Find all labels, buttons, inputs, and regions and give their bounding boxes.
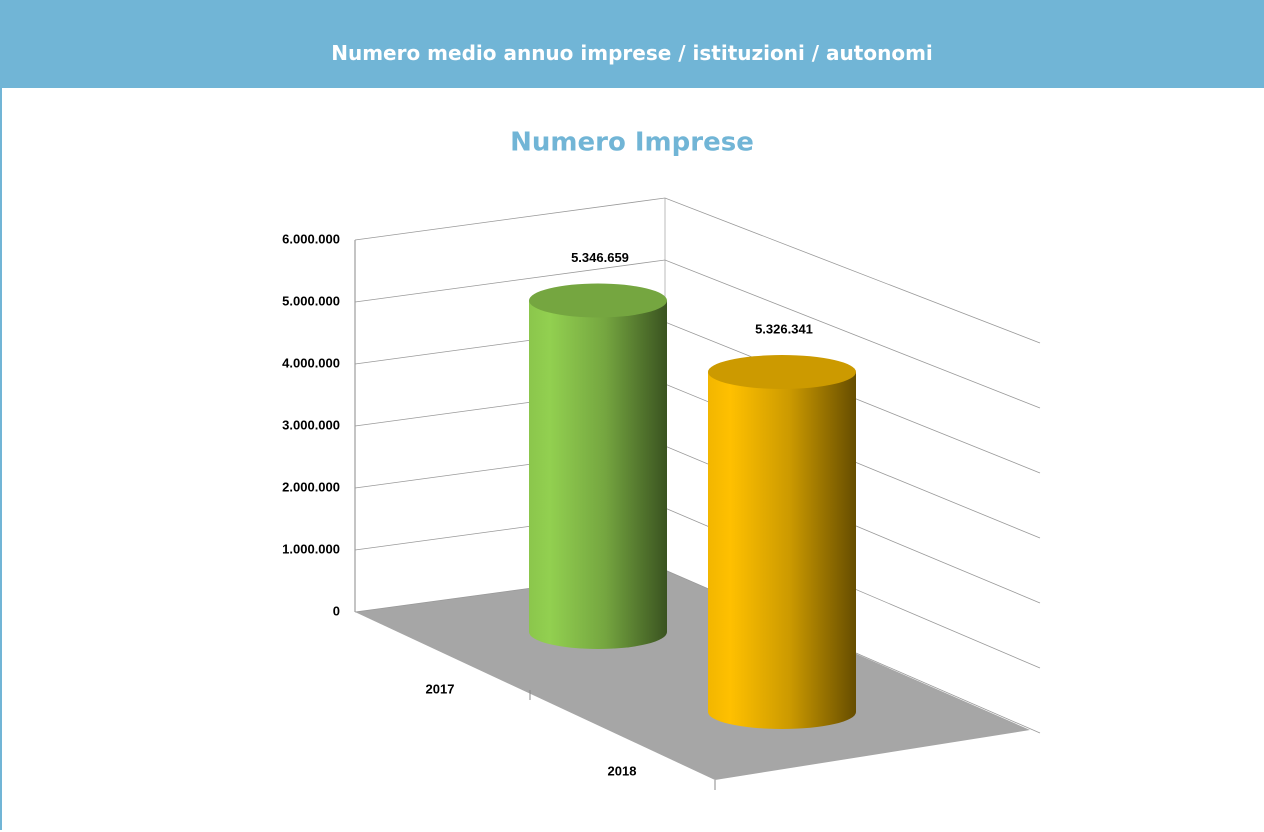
data-label: 5.346.659 bbox=[571, 250, 629, 265]
data-label: 5.326.341 bbox=[755, 321, 813, 336]
x-tick-label: 2018 bbox=[608, 763, 637, 778]
grid-line bbox=[354, 445, 1041, 604]
cylinder-top bbox=[529, 283, 667, 318]
cylinder-body bbox=[529, 300, 667, 649]
chart: Numero Imprese 0 1.000.000 2.000.000 3.000.… bbox=[282, 128, 1041, 790]
grid-line bbox=[354, 383, 1041, 539]
y-tick-label: 4.000.000 bbox=[282, 355, 340, 370]
chart-title: Numero Imprese bbox=[510, 128, 754, 158]
y-tick-label: 5.000.000 bbox=[282, 293, 340, 308]
y-tick-label: 6.000.000 bbox=[282, 231, 340, 246]
y-tick-label: 0 bbox=[333, 603, 340, 618]
cylinder-body bbox=[708, 372, 856, 729]
y-tick-label: 3.000.000 bbox=[282, 417, 340, 432]
floor bbox=[355, 570, 1030, 780]
y-tick-label: 1.000.000 bbox=[282, 541, 340, 556]
x-tick-label: 2017 bbox=[426, 681, 455, 696]
y-tick-label: 2.000.000 bbox=[282, 479, 340, 494]
cylinder-top bbox=[708, 355, 856, 390]
grid-line bbox=[354, 259, 1041, 409]
header-title: Numero medio annuo imprese / istituzioni… bbox=[0, 0, 1264, 88]
grid-line bbox=[354, 197, 1041, 344]
